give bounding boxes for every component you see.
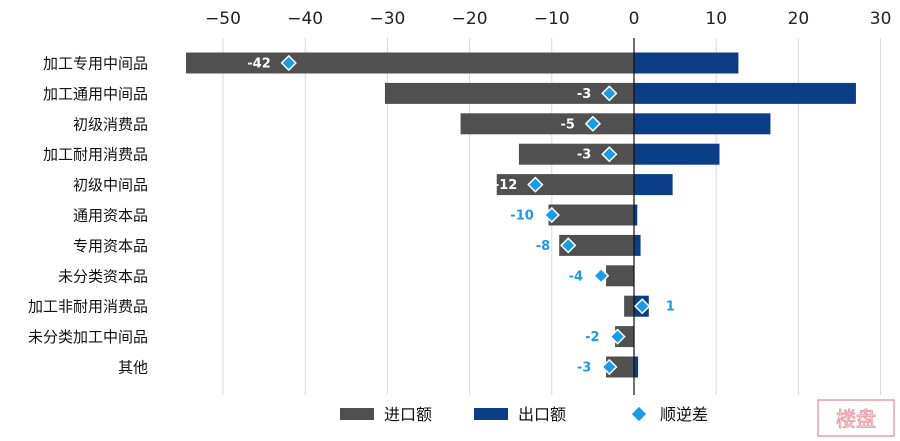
import-bar-2 [460,113,634,135]
diff-marker-1 [601,85,618,102]
category-labels: 加工专用中间品加工通用中间品初级消费品加工耐用消费品初级中间品通用资本品专用资本… [28,55,148,377]
legend: 进口额 出口额 顺逆差 [340,405,708,424]
x-tick-label-30: 30 [870,9,892,29]
export-bar-4 [634,174,673,196]
import-bar-8 [624,295,634,317]
x-tick-label--10: −10 [534,9,570,29]
bars [186,52,856,378]
category-label: 加工专用中间品 [43,55,148,73]
x-tick-label--20: −20 [452,9,488,29]
legend-diff-swatch [631,406,647,422]
export-bar-0 [634,52,739,74]
diff-marker-4 [527,176,544,193]
x-tick-label--30: −30 [369,9,405,29]
diff-label-10: -3 [577,361,591,376]
category-label: 其他 [118,359,148,377]
export-bar-2 [634,113,771,135]
category-label: 通用资本品 [73,207,148,225]
diff-label-1: -3 [577,87,591,102]
x-tick-label-0: 0 [629,9,640,29]
diff-label-4: -12 [494,178,518,193]
import-bar-4 [496,174,634,196]
diff-label-3: -3 [577,148,591,163]
category-label: 加工非耐用消费品 [28,298,148,316]
export-bar-1 [634,82,856,104]
import-bar-5 [548,204,634,226]
export-bar-10 [634,356,639,378]
watermark: 楼盘 [817,399,895,437]
category-label: 未分类资本品 [58,267,148,285]
category-label: 加工耐用消费品 [43,146,148,164]
export-bar-5 [634,204,638,226]
legend-import-swatch [340,408,374,420]
export-bar-6 [634,234,641,256]
diff-marker-0 [280,54,297,72]
category-label: 初级中间品 [73,176,148,194]
category-label: 加工通用中间品 [43,85,148,103]
diff-markers: -42-3-5-3-12-10-8-41-2-3 [247,54,675,376]
diff-marker-3 [601,146,618,163]
diff-marker-5 [543,206,560,224]
diff-marker-8 [634,298,651,315]
category-label: 初级消费品 [73,115,148,133]
x-tick-label--50: −50 [205,9,241,29]
import-bar-6 [559,234,634,256]
import-bar-10 [606,356,634,378]
import-bar-0 [186,52,634,74]
diff-marker-9 [609,328,626,345]
import-bar-7 [606,265,634,287]
diff-label-2: -5 [560,117,574,132]
diff-label-5: -10 [510,209,534,224]
diff-marker-10 [601,358,618,376]
category-label: 未分类加工中间品 [28,328,148,346]
legend-export-label: 出口额 [518,405,566,424]
category-label: 专用资本品 [73,237,148,255]
diff-marker-2 [584,115,602,132]
x-tick-label-10: 10 [705,9,727,29]
diff-label-7: -4 [569,269,583,284]
x-axis-ticks: −50 −40 −30 −20 −10 0 10 20 30 [205,9,891,29]
import-bar-3 [518,143,634,165]
legend-import-label: 进口额 [384,405,432,424]
diff-label-6: -8 [536,239,550,254]
export-bar-3 [634,143,720,165]
diff-marker-7 [592,267,610,284]
diff-label-8: 1 [666,300,675,315]
diff-label-9: -2 [585,330,599,345]
x-tick-label--40: −40 [287,9,323,29]
legend-export-swatch [474,408,508,420]
legend-diff-label: 顺逆差 [660,405,708,424]
watermark-text: 楼盘 [836,407,876,431]
diff-label-0: -42 [247,57,271,72]
import-bar-1 [384,82,634,104]
x-tick-label-20: 20 [788,9,810,29]
diff-marker-6 [560,237,577,254]
